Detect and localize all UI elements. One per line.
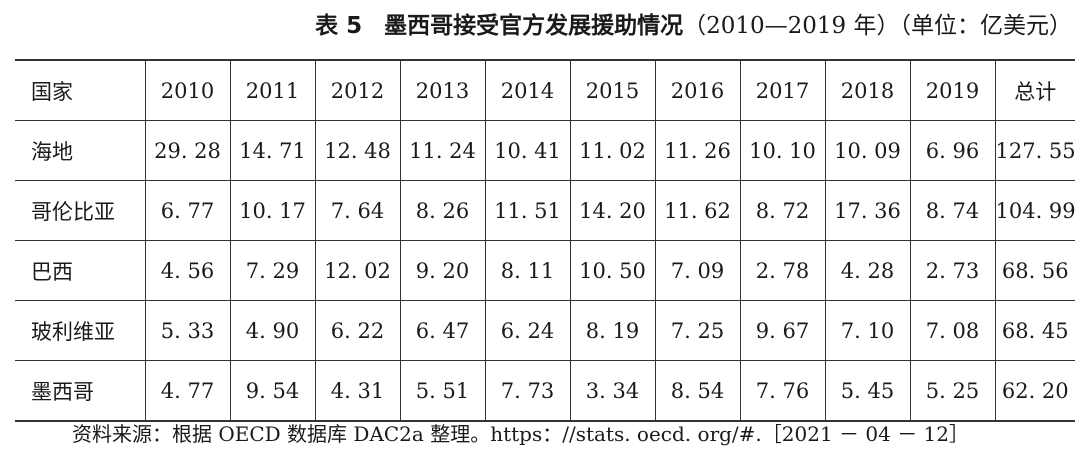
table-cell: 10. 17	[229, 180, 315, 241]
table-cell: 14. 71	[229, 120, 315, 181]
table-cell: 11. 62	[654, 180, 740, 241]
table-row: 哥伦比亚 6. 77 10. 17 7. 64 8. 26 11. 51 14.…	[15, 180, 1076, 241]
table-cell: 7. 64	[314, 180, 400, 241]
table-cell: 6. 96	[909, 120, 995, 181]
table-cell: 11. 24	[399, 120, 485, 181]
table-cell: 8. 74	[909, 180, 995, 241]
table-row: 墨西哥 4. 77 9. 54 4. 31 5. 51 7. 73 3. 34 …	[15, 360, 1075, 422]
table-title: 表 5 墨西哥接受官方发展援助情况（2010—2019 年）（单位：亿美元）	[0, 6, 1080, 46]
table-cell: 7. 09	[654, 240, 740, 301]
table-cell: 14. 20	[569, 180, 655, 241]
country-cell: 玻利维亚	[15, 300, 145, 361]
table-cell: 5. 51	[399, 360, 485, 422]
table-cell: 6. 77	[144, 180, 230, 241]
total-cell: 68. 56	[994, 240, 1075, 301]
table-cell: 7. 08	[909, 300, 995, 361]
header-cell: 2011	[229, 59, 315, 121]
country-cell: 巴西	[15, 240, 145, 301]
table-number: 表 5	[315, 13, 363, 39]
table-cell: 4. 31	[314, 360, 400, 422]
table-cell: 2. 73	[909, 240, 995, 301]
table-cell: 10. 10	[739, 120, 825, 181]
table-cell: 8. 11	[484, 240, 570, 301]
title-text: 墨西哥接受官方发展援助情况	[384, 13, 684, 39]
table-cell: 3. 34	[569, 360, 655, 422]
table-cell: 6. 22	[314, 300, 400, 361]
table-cell: 6. 47	[399, 300, 485, 361]
table-cell: 11. 02	[569, 120, 655, 181]
table-cell: 11. 26	[654, 120, 740, 181]
aid-table: 国家 2010 2011 2012 2013 2014 2015 2016 20…	[15, 59, 1076, 422]
table-cell: 8. 72	[739, 180, 825, 241]
header-cell: 总计	[994, 59, 1075, 121]
table-cell: 9. 20	[399, 240, 485, 301]
source-note: 资料来源：根据 OECD 数据库 DAC2a 整理。https：//stats.…	[72, 422, 970, 446]
header-cell: 2014	[484, 59, 570, 121]
title-unit: （单位：亿美元）	[899, 13, 1073, 39]
table-cell: 10. 41	[484, 120, 570, 181]
title-years: （2010—2019 年）	[683, 13, 900, 39]
header-cell: 2010	[144, 59, 230, 121]
table-cell: 12. 48	[314, 120, 400, 181]
table-cell: 10. 09	[824, 120, 910, 181]
table-cell: 4. 28	[824, 240, 910, 301]
header-cell: 2012	[314, 59, 400, 121]
header-cell: 2015	[569, 59, 655, 121]
table-cell: 5. 45	[824, 360, 910, 422]
table-cell: 7. 29	[229, 240, 315, 301]
header-cell: 2017	[739, 59, 825, 121]
total-cell: 68. 45	[994, 300, 1075, 361]
table-cell: 12. 02	[314, 240, 400, 301]
header-cell: 2018	[824, 59, 910, 121]
total-cell: 127. 55	[994, 120, 1076, 181]
header-row: 国家 2010 2011 2012 2013 2014 2015 2016 20…	[15, 59, 1075, 121]
table-cell: 8. 19	[569, 300, 655, 361]
table-cell: 4. 90	[229, 300, 315, 361]
table-row: 玻利维亚 5. 33 4. 90 6. 22 6. 47 6. 24 8. 19…	[15, 300, 1075, 361]
table-cell: 29. 28	[144, 120, 230, 181]
table-cell: 7. 10	[824, 300, 910, 361]
table-cell: 5. 25	[909, 360, 995, 422]
table-cell: 8. 54	[654, 360, 740, 422]
table-cell: 8. 26	[399, 180, 485, 241]
country-cell: 哥伦比亚	[15, 180, 145, 241]
table-cell: 4. 77	[144, 360, 230, 422]
table-cell: 7. 25	[654, 300, 740, 361]
table-cell: 11. 51	[484, 180, 570, 241]
table-cell: 10. 50	[569, 240, 655, 301]
table-cell: 7. 76	[739, 360, 825, 422]
table-cell: 7. 73	[484, 360, 570, 422]
table-row: 海地 29. 28 14. 71 12. 48 11. 24 10. 41 11…	[15, 120, 1076, 181]
country-cell: 海地	[15, 120, 145, 181]
table-cell: 5. 33	[144, 300, 230, 361]
table-cell: 17. 36	[824, 180, 910, 241]
table-cell: 9. 54	[229, 360, 315, 422]
country-cell: 墨西哥	[15, 360, 145, 422]
header-cell: 2019	[909, 59, 995, 121]
table-cell: 2. 78	[739, 240, 825, 301]
table-cell: 4. 56	[144, 240, 230, 301]
table-row: 巴西 4. 56 7. 29 12. 02 9. 20 8. 11 10. 50…	[15, 240, 1075, 301]
total-cell: 62. 20	[994, 360, 1075, 422]
header-cell: 2016	[654, 59, 740, 121]
header-cell: 国家	[15, 59, 145, 121]
header-cell: 2013	[399, 59, 485, 121]
table-cell: 9. 67	[739, 300, 825, 361]
total-cell: 104. 99	[994, 180, 1076, 241]
table-cell: 6. 24	[484, 300, 570, 361]
